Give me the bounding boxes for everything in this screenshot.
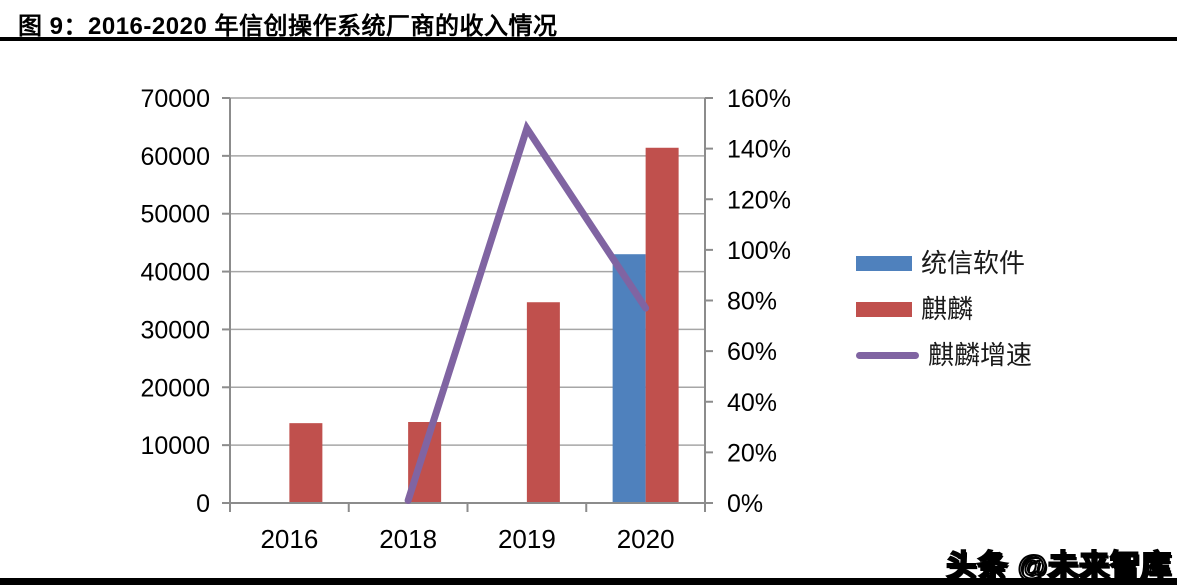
right-axis-tick-label: 40% (727, 389, 777, 417)
right-axis-tick-label: 140% (727, 136, 791, 164)
right-axis-tick-label: 80% (727, 288, 777, 316)
legend-item-uos: 统信软件 (856, 240, 1032, 286)
bar-series2-2019 (526, 302, 560, 503)
x-axis-category-label: 2016 (260, 524, 318, 554)
title-divider (0, 37, 1177, 41)
growth-line-series (404, 120, 650, 504)
bar-series2-2020 (645, 147, 679, 503)
left-axis-tick-label: 70000 (140, 85, 210, 113)
figure-title: 图 9：2016-2020 年信创操作系统厂商的收入情况 (18, 13, 558, 40)
bar-series2-2016 (289, 423, 323, 503)
x-axis-category-label: 2018 (379, 524, 437, 554)
legend-label-kylin-growth: 麒麟增速 (928, 340, 1033, 370)
legend-item-kylin-growth: 麒麟增速 (856, 332, 1032, 378)
right-axis-tick-label: 100% (727, 237, 791, 265)
left-axis-tick-label: 50000 (140, 201, 210, 229)
right-axis-tick-label: 120% (727, 186, 791, 214)
legend-swatch-kylin-bar (856, 301, 912, 317)
left-axis-tick-label: 60000 (140, 143, 210, 171)
bar-series1-2020 (612, 254, 646, 503)
legend-item-kylin: 麒麟 (856, 286, 1032, 332)
left-axis-tick-label: 0 (196, 490, 210, 518)
x-axis-category-label: 2019 (498, 524, 556, 554)
left-axis-tick-label: 10000 (140, 432, 210, 460)
bottom-divider (0, 578, 1177, 585)
left-axis-tick-label: 40000 (140, 259, 210, 287)
right-axis-tick-label: 60% (727, 338, 777, 366)
left-axis-tick-label: 20000 (140, 374, 210, 402)
x-axis-category-label: 2020 (617, 524, 675, 554)
right-axis-tick-label: 0% (727, 490, 763, 518)
right-axis-tick-label: 160% (727, 85, 791, 113)
legend-label-uos: 统信软件 (921, 248, 1026, 278)
right-axis-tick-label: 20% (727, 439, 777, 467)
legend-swatch-growth-line (856, 351, 919, 359)
chart-legend: 统信软件 麒麟 麒麟增速 (856, 240, 1032, 378)
left-axis-tick-label: 30000 (140, 316, 210, 344)
legend-label-kylin: 麒麟 (921, 294, 974, 324)
legend-swatch-uos-bar (856, 255, 912, 271)
